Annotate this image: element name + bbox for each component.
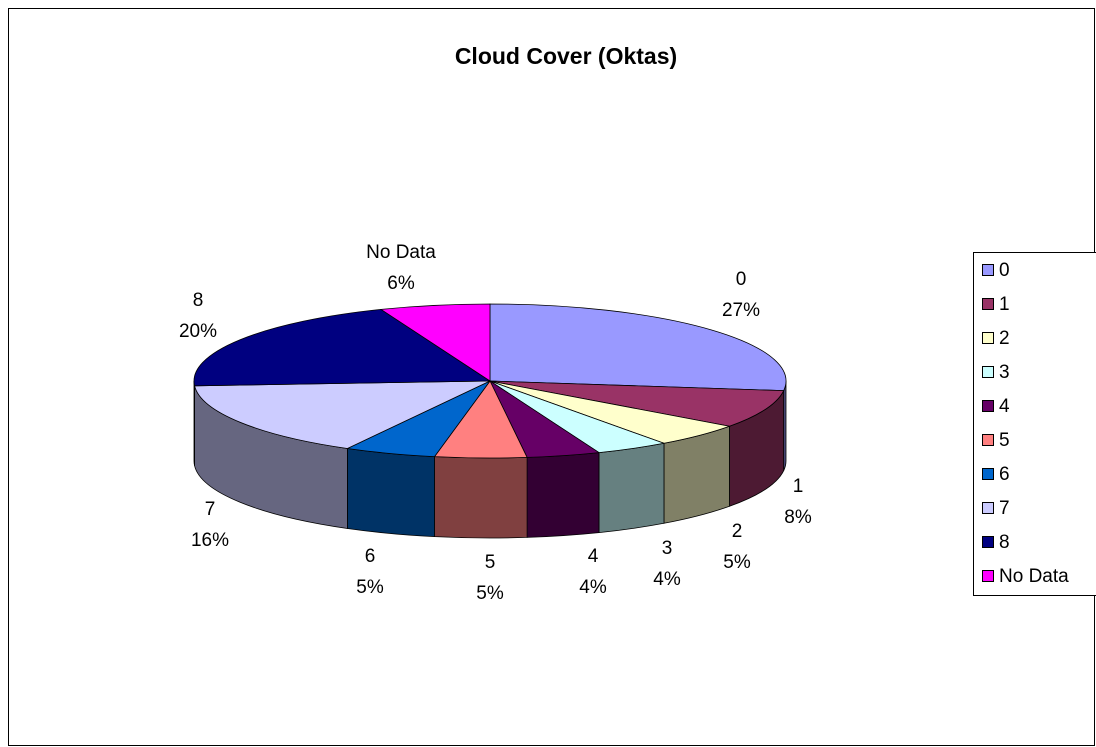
legend-swatch bbox=[982, 366, 994, 378]
data-label: 27% bbox=[722, 300, 760, 321]
data-label-category: 8 bbox=[193, 290, 204, 311]
slice-side bbox=[434, 456, 528, 539]
data-label-category: 6 bbox=[365, 546, 376, 567]
legend-swatch bbox=[982, 536, 994, 548]
data-label-category: 2 bbox=[732, 521, 743, 542]
data-label-category: 7 bbox=[205, 499, 216, 520]
data-label-category: 0 bbox=[736, 269, 747, 290]
data-label: 16% bbox=[191, 530, 229, 551]
legend-swatch bbox=[982, 400, 994, 412]
legend-label: No Data bbox=[999, 566, 1069, 587]
legend-swatch bbox=[982, 264, 994, 276]
legend-swatch bbox=[982, 468, 994, 480]
slice-side bbox=[598, 442, 665, 534]
chart-title: Cloud Cover (Oktas) bbox=[455, 43, 677, 69]
legend-label: 1 bbox=[999, 294, 1010, 315]
legend-swatch bbox=[982, 434, 994, 446]
slice-side bbox=[526, 452, 600, 538]
legend-swatch bbox=[982, 298, 994, 310]
data-label-category: 4 bbox=[588, 546, 599, 567]
legend-label: 0 bbox=[999, 260, 1010, 281]
data-label-category: No Data bbox=[366, 242, 436, 263]
slice-side bbox=[347, 448, 435, 538]
data-label: 5% bbox=[476, 583, 504, 604]
legend-label: 5 bbox=[999, 430, 1010, 451]
data-label: 4% bbox=[579, 577, 607, 598]
legend-label: 6 bbox=[999, 464, 1010, 485]
slice bbox=[379, 303, 491, 382]
slice bbox=[489, 380, 785, 427]
legend-swatch bbox=[982, 570, 994, 582]
slice-side bbox=[193, 380, 195, 466]
legend-label: 7 bbox=[999, 498, 1010, 519]
legend-swatch bbox=[982, 502, 994, 514]
legend-label: 4 bbox=[999, 396, 1010, 417]
data-label-category: 3 bbox=[662, 538, 673, 559]
data-label-category: 5 bbox=[485, 552, 496, 573]
data-label: 6% bbox=[387, 273, 415, 294]
slice bbox=[193, 308, 492, 387]
data-label: 8% bbox=[784, 507, 812, 528]
slice bbox=[194, 380, 491, 449]
slice bbox=[489, 303, 787, 392]
data-label: 5% bbox=[723, 552, 751, 573]
legend-label: 3 bbox=[999, 362, 1010, 383]
legend-label: 8 bbox=[999, 532, 1010, 553]
data-label: 5% bbox=[356, 577, 384, 598]
data-label-category: 1 bbox=[793, 476, 804, 497]
legend-label: 2 bbox=[999, 328, 1010, 349]
data-label: 20% bbox=[179, 321, 217, 342]
data-label: 4% bbox=[653, 569, 681, 590]
legend-swatch bbox=[982, 332, 994, 344]
